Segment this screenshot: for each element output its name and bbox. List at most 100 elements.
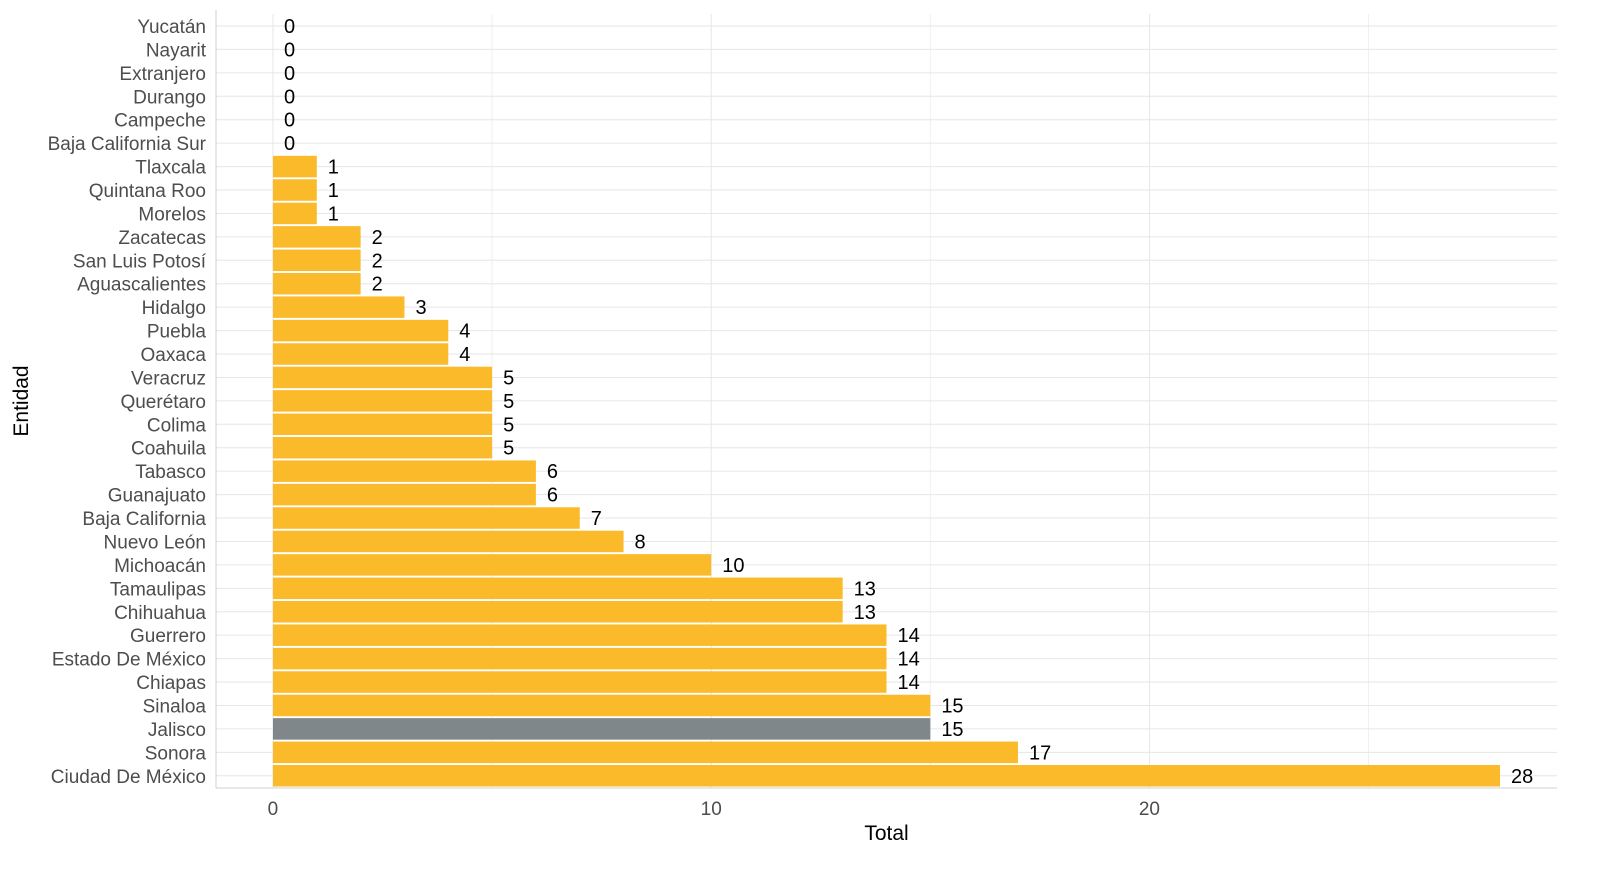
bar <box>272 554 712 576</box>
bar <box>272 671 887 693</box>
data-label: 3 <box>415 297 426 319</box>
y-tick-label: Baja California <box>82 509 206 530</box>
y-tick-label: Hidalgo <box>142 298 206 319</box>
bar <box>272 202 317 225</box>
y-tick-label: Coahuila <box>131 439 206 460</box>
y-tick-label: Chiapas <box>136 673 206 694</box>
y-tick-label: Nuevo León <box>104 532 206 553</box>
data-label: 5 <box>503 438 514 460</box>
y-axis-tick-labels: YucatánNayaritExtranjeroDurangoCampecheB… <box>48 17 207 788</box>
data-label: 13 <box>854 602 876 624</box>
data-label: 5 <box>503 391 514 413</box>
bar <box>272 765 1501 787</box>
data-label: 4 <box>459 321 470 343</box>
x-axis-title: Total <box>864 822 908 845</box>
data-label: 6 <box>547 485 558 507</box>
data-label: 2 <box>372 227 383 249</box>
y-tick-label: Chihuahua <box>114 603 206 624</box>
bar <box>272 507 580 529</box>
data-label: 7 <box>591 508 602 530</box>
y-tick-label: San Luis Potosí <box>73 251 207 272</box>
data-label: 0 <box>284 63 295 85</box>
bar <box>272 436 493 459</box>
bars <box>272 155 1501 787</box>
bar <box>272 343 449 365</box>
data-label: 0 <box>284 16 295 38</box>
bar <box>272 483 536 506</box>
y-tick-label: Durango <box>133 87 206 108</box>
bar <box>272 155 317 178</box>
bar <box>272 601 843 623</box>
bar <box>272 741 1018 764</box>
data-label: 14 <box>898 625 920 647</box>
y-tick-label: Morelos <box>138 204 206 225</box>
y-tick-label: Aguascalientes <box>77 275 206 296</box>
y-tick-label: Ciudad De México <box>51 767 206 788</box>
data-label: 5 <box>503 367 514 389</box>
y-tick-label: Tabasco <box>135 462 206 483</box>
y-tick-label: Yucatán <box>137 17 206 38</box>
data-label: 15 <box>941 695 963 717</box>
data-label: 2 <box>372 250 383 272</box>
bar <box>272 249 361 272</box>
data-label: 1 <box>328 180 339 202</box>
y-tick-label: Tlaxcala <box>135 158 206 179</box>
y-tick-label: Veracruz <box>131 368 206 389</box>
data-label: 17 <box>1029 742 1051 764</box>
y-tick-label: Extranjero <box>119 64 206 85</box>
y-tick-label: Sonora <box>145 743 207 764</box>
data-label: 28 <box>1511 766 1533 788</box>
y-tick-label: Tamaulipas <box>110 579 206 600</box>
data-label: 0 <box>284 110 295 132</box>
bar <box>272 577 843 600</box>
data-label: 13 <box>854 578 876 600</box>
data-label: 14 <box>898 649 920 671</box>
y-tick-label: Michoacán <box>114 556 206 577</box>
bar <box>272 624 887 646</box>
x-axis-tick-labels: 0 10 20 <box>268 799 1160 820</box>
data-labels: 0000001112223445555667810131314141415151… <box>284 16 1533 788</box>
bar <box>272 694 931 717</box>
y-tick-label: Sinaloa <box>143 696 207 717</box>
x-tick-label: 10 <box>701 799 722 820</box>
data-label: 4 <box>459 344 470 366</box>
data-label: 0 <box>284 39 295 61</box>
bar <box>272 390 493 412</box>
bar <box>272 296 405 318</box>
y-tick-label: Campeche <box>114 111 206 132</box>
data-label: 6 <box>547 461 558 483</box>
y-tick-label: Quintana Roo <box>89 181 206 202</box>
y-tick-label: Zacatecas <box>118 228 206 249</box>
y-tick-label: Baja California Sur <box>48 134 207 155</box>
y-tick-label: Estado De México <box>52 650 206 671</box>
bar <box>272 179 317 201</box>
data-label: 1 <box>328 203 339 225</box>
data-label: 2 <box>372 274 383 296</box>
y-tick-label: Nayarit <box>146 40 207 61</box>
y-tick-label: Colima <box>147 415 207 436</box>
data-label: 8 <box>635 531 646 553</box>
bar <box>272 226 361 248</box>
data-label: 5 <box>503 414 514 436</box>
y-axis-title: Entidad <box>10 365 33 436</box>
data-label: 10 <box>722 555 744 577</box>
y-tick-label: Querétaro <box>120 392 206 413</box>
y-tick-label: Oaxaca <box>141 345 207 366</box>
x-tick-label: 0 <box>268 799 279 820</box>
y-tick-label: Guanajuato <box>108 486 206 507</box>
y-tick-label: Guerrero <box>130 626 206 647</box>
x-tick-label: 20 <box>1139 799 1160 820</box>
bar <box>272 413 493 436</box>
data-label: 1 <box>328 157 339 179</box>
bar <box>272 460 536 482</box>
bar <box>272 647 887 670</box>
y-tick-label: Jalisco <box>148 720 206 741</box>
bar <box>272 319 449 342</box>
bar <box>272 366 493 389</box>
y-tick-label: Puebla <box>147 322 207 343</box>
data-label: 15 <box>941 719 963 741</box>
bar <box>272 272 361 295</box>
data-label: 0 <box>284 86 295 108</box>
data-label: 0 <box>284 133 295 155</box>
